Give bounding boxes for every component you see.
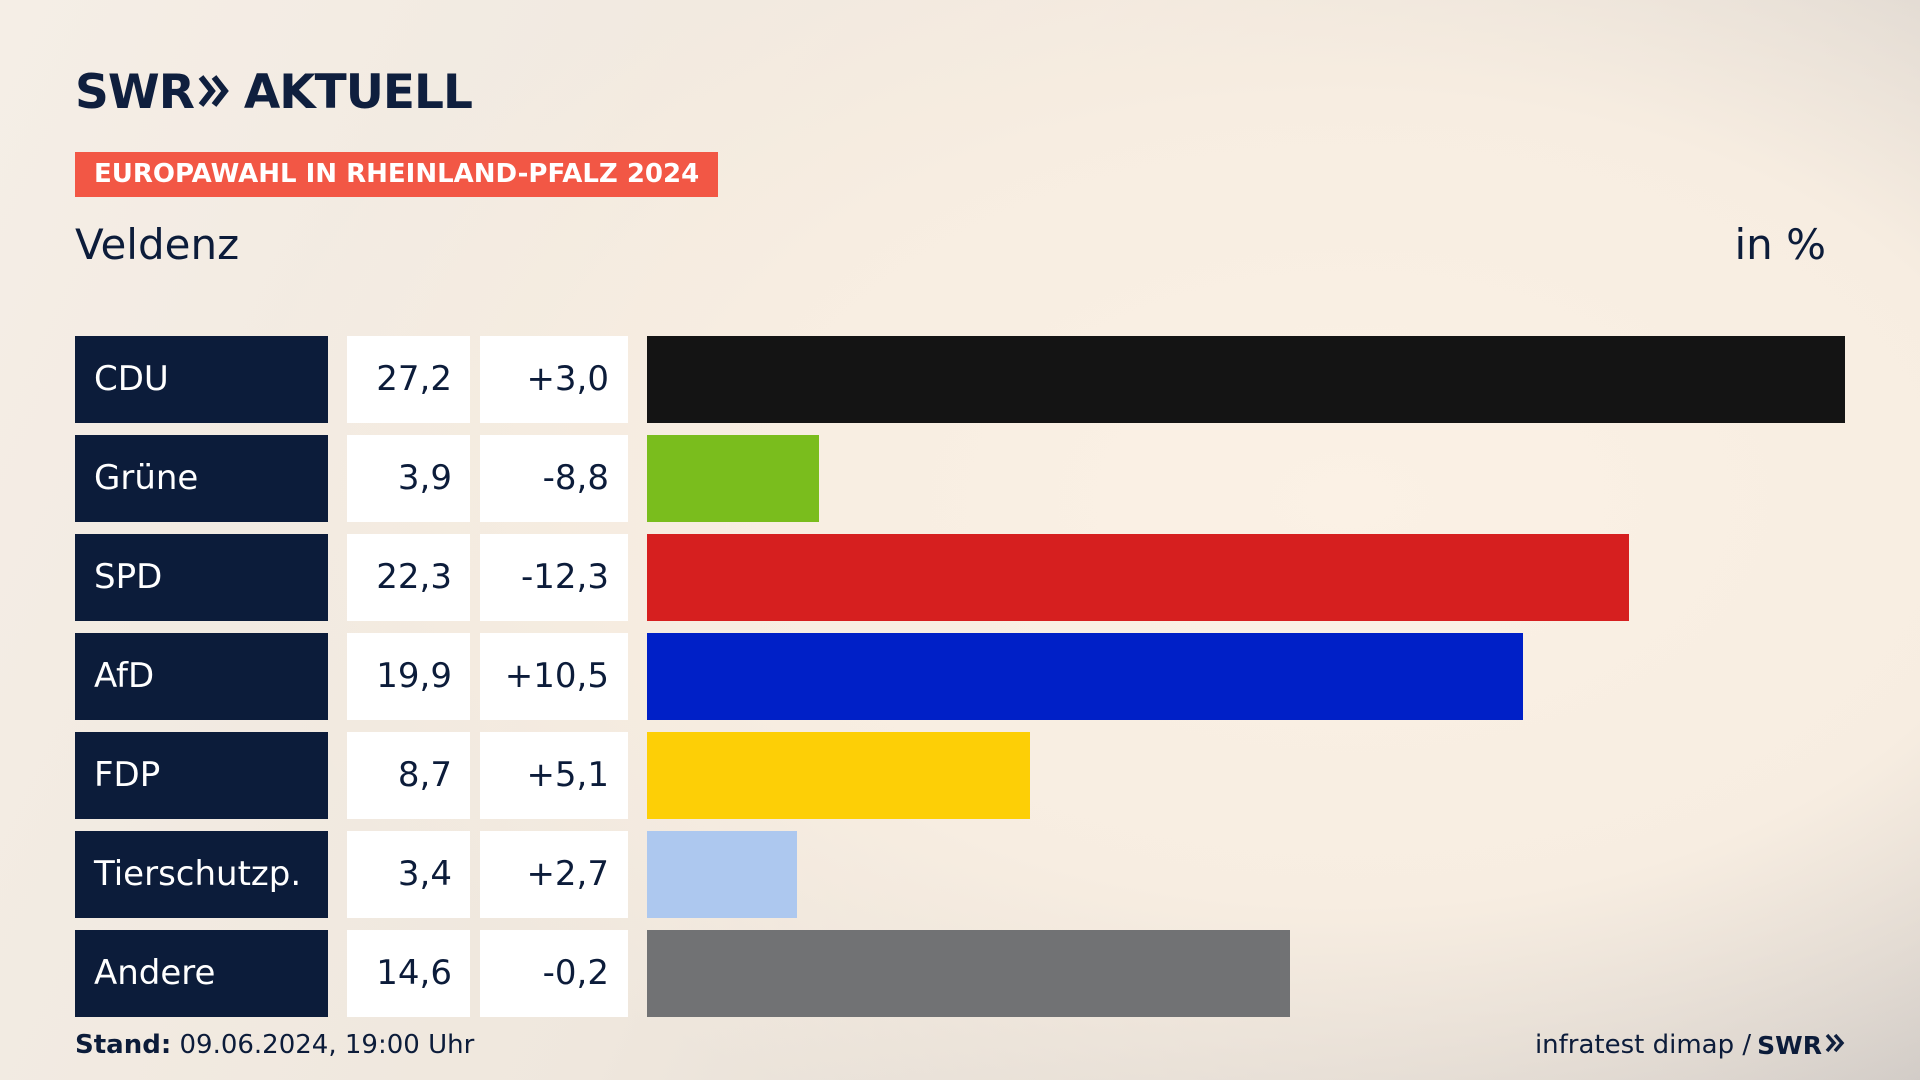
logo-product: AKTUELL [243, 64, 473, 120]
vote-share-label: 19,9 [347, 633, 470, 720]
source-credit: infratest dimap / SWR [1535, 1030, 1845, 1060]
party-label: Tierschutzp. [75, 831, 328, 918]
result-row: Grüne 3,9 -8,8 [75, 435, 1845, 522]
logo-brand: SWR [75, 64, 195, 120]
result-row: Tierschutzp. 3,4 +2,7 [75, 831, 1845, 918]
result-row: FDP 8,7 +5,1 [75, 732, 1845, 819]
vote-share-label: 8,7 [347, 732, 470, 819]
double-chevron-icon [198, 65, 230, 120]
source-text: infratest dimap / [1534, 1030, 1752, 1060]
change-label: +10,5 [480, 633, 628, 720]
timestamp: Stand: 09.06.2024, 19:00 Uhr [75, 1030, 474, 1060]
vote-share-label: 27,2 [347, 336, 470, 423]
vote-share-label: 3,4 [347, 831, 470, 918]
vote-share-label: 22,3 [347, 534, 470, 621]
result-row: AfD 19,9 +10,5 [75, 633, 1845, 720]
source-brand: SWR [1757, 1030, 1822, 1060]
double-chevron-small-icon [1825, 1030, 1845, 1060]
stand-label: Stand: [75, 1030, 172, 1060]
swr-aktuell-logo: SWR AKTUELL [75, 64, 473, 120]
vote-share-bar [647, 435, 819, 522]
change-label: +5,1 [480, 732, 628, 819]
place-title: Veldenz [75, 220, 240, 269]
party-label: Grüne [75, 435, 328, 522]
result-row: CDU 27,2 +3,0 [75, 336, 1845, 423]
party-label: FDP [75, 732, 328, 819]
change-label: -12,3 [480, 534, 628, 621]
vote-share-bar [647, 534, 1629, 621]
vote-share-bar [647, 336, 1845, 423]
vote-share-bar [647, 633, 1523, 720]
vote-share-label: 3,9 [347, 435, 470, 522]
election-tag: EUROPAWAHL IN RHEINLAND-PFALZ 2024 [75, 152, 719, 197]
vote-share-bar [647, 930, 1290, 1017]
result-row: SPD 22,3 -12,3 [75, 534, 1845, 621]
party-label: AfD [75, 633, 328, 720]
change-label: -8,8 [480, 435, 628, 522]
party-label: SPD [75, 534, 328, 621]
change-label: -0,2 [480, 930, 628, 1017]
vote-share-bar [647, 831, 797, 918]
vote-share-bar [647, 732, 1030, 819]
party-label: Andere [75, 930, 328, 1017]
party-label: CDU [75, 336, 328, 423]
stand-value: 09.06.2024, 19:00 Uhr [179, 1030, 475, 1060]
vote-share-label: 14,6 [347, 930, 470, 1017]
unit-label: in % [1734, 220, 1826, 269]
change-label: +3,0 [480, 336, 628, 423]
change-label: +2,7 [480, 831, 628, 918]
result-row: Andere 14,6 -0,2 [75, 930, 1845, 1017]
